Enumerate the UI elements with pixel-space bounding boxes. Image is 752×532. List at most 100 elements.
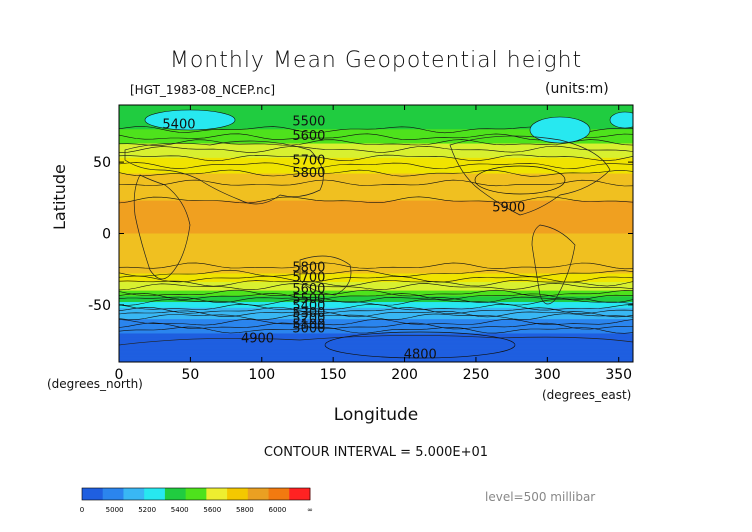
- heat-band: [119, 347, 633, 350]
- heat-band: [119, 183, 633, 186]
- heat-band: [119, 176, 633, 179]
- colorbar-tick-label: 6000: [269, 506, 287, 514]
- colorbar-swatch: [123, 488, 145, 500]
- heat-band: [119, 142, 633, 145]
- heat-band: [119, 174, 633, 177]
- heat-band: [119, 290, 633, 293]
- continent-outline-south-america: [531, 224, 576, 305]
- heat-band: [119, 270, 633, 273]
- y-tick-label: -50: [88, 298, 111, 314]
- heat-band: [119, 213, 633, 216]
- heat-band: [119, 244, 633, 247]
- heat-band: [119, 193, 633, 196]
- heat-band: [119, 229, 633, 232]
- contour-label: 5000: [292, 322, 325, 337]
- continent-outline-eurasia: [124, 140, 324, 205]
- contour-line: [119, 289, 633, 297]
- heat-band: [119, 287, 633, 290]
- contour-label: 5600: [292, 129, 325, 144]
- heat-band: [119, 196, 633, 199]
- contour-line: [119, 313, 633, 321]
- colorbar-swatch: [164, 488, 187, 500]
- heat-band: [119, 350, 633, 353]
- heat-band: [119, 167, 633, 170]
- heat-band: [119, 353, 633, 356]
- heat-band: [119, 289, 633, 292]
- heat-band: [119, 217, 633, 220]
- heat-band: [119, 153, 633, 156]
- contour-line: [119, 145, 633, 153]
- heat-band: [119, 227, 633, 230]
- heat-band: [119, 202, 633, 205]
- heat-band: [119, 359, 633, 362]
- heat-band: [119, 134, 633, 138]
- heat-band: [119, 296, 633, 299]
- heat-band: [119, 169, 633, 172]
- heat-band: [119, 146, 633, 149]
- heat-band: [119, 112, 633, 115]
- heat-band: [119, 200, 633, 203]
- contour-label: 5200: [292, 312, 325, 327]
- contour-label: 5800: [292, 166, 325, 181]
- heat-band: [119, 132, 633, 135]
- contour-line: [119, 296, 633, 304]
- heat-band: [119, 344, 633, 347]
- heat-band: [119, 304, 633, 307]
- contour-label: 5500: [292, 115, 325, 130]
- heat-band: [119, 114, 633, 118]
- y-unit-label: (degrees_north): [47, 377, 143, 391]
- heat-band: [119, 180, 633, 183]
- heat-band: [119, 240, 633, 243]
- colorbar-tick-label: 5000: [106, 506, 124, 514]
- heat-band: [119, 220, 633, 223]
- heat-band: [119, 263, 633, 266]
- heat-band: [119, 126, 633, 129]
- heat-band: [119, 129, 633, 132]
- colorbar-swatch: [144, 488, 166, 500]
- contour-line: [119, 162, 633, 170]
- heat-band: [119, 302, 633, 305]
- contour-line: [119, 139, 633, 146]
- heat-band: [119, 194, 633, 197]
- heat-band: [119, 172, 633, 175]
- heat-band: [119, 300, 633, 303]
- contour-label: 5400: [162, 118, 195, 133]
- colorbar-tick-label: 5200: [138, 506, 156, 514]
- heat-band: [119, 122, 633, 125]
- heat-band: [119, 152, 633, 155]
- heat-band: [119, 286, 633, 289]
- heat-band: [119, 356, 633, 359]
- contour-label: 5600: [292, 282, 325, 297]
- y-tick-label: 50: [93, 155, 111, 171]
- heat-band: [119, 106, 633, 109]
- x-tick-label: 350: [605, 367, 632, 383]
- colorbar-tick-label: 0: [80, 506, 84, 514]
- heat-band: [119, 192, 633, 195]
- heat-band: [119, 340, 633, 343]
- contour-label: 5500: [292, 292, 325, 307]
- contour-line: [119, 262, 633, 270]
- units-label: (units:m): [545, 81, 609, 97]
- antarctic-low: [324, 331, 516, 359]
- heat-band: [119, 173, 633, 176]
- x-axis-label: Longitude: [333, 405, 419, 425]
- colorbar-swatch: [227, 488, 249, 500]
- heat-band: [119, 243, 633, 246]
- heat-band: [119, 279, 633, 282]
- heat-band: [119, 216, 633, 219]
- contour-label: 5300: [292, 306, 325, 321]
- heat-band: [119, 259, 633, 262]
- heat-band: [119, 307, 633, 310]
- heat-band: [119, 339, 633, 342]
- heat-band: [119, 212, 633, 215]
- contour-line: [119, 326, 633, 334]
- heat-band: [119, 197, 633, 200]
- contour-label: 5800: [292, 260, 325, 275]
- contour-label: 5400: [292, 299, 325, 314]
- heat-band: [119, 292, 633, 295]
- heat-band: [119, 187, 633, 190]
- heat-band: [119, 273, 633, 276]
- file-label: [HGT_1983-08_NCEP.nc]: [130, 83, 276, 97]
- heat-band: [119, 156, 633, 159]
- continent-outline-australia: [299, 255, 352, 296]
